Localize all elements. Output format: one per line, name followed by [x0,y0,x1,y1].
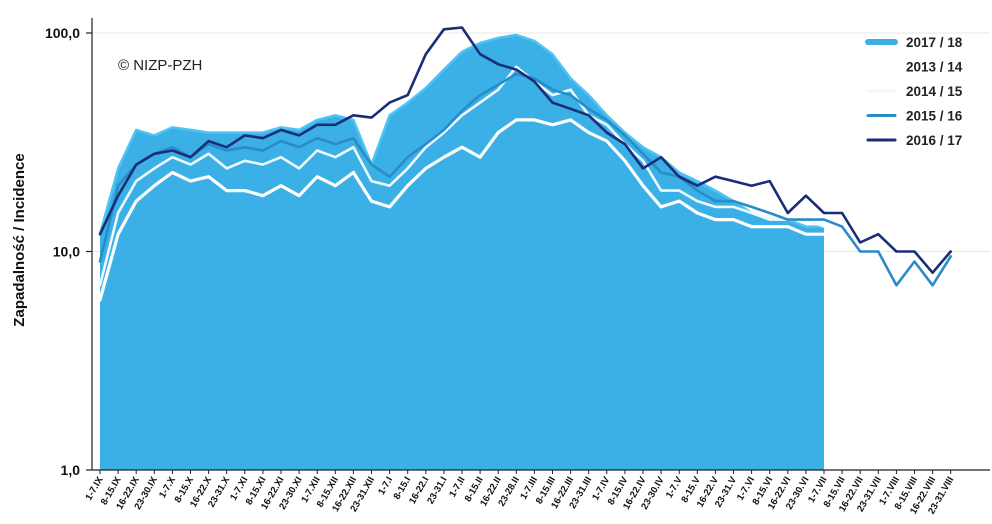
y-ticks: 1,0 10,0 100,0 [45,25,92,478]
legend-label: 2017 / 18 [906,35,963,50]
legend-label: 2013 / 14 [906,60,963,75]
series-line-2016-17 [98,26,952,274]
axes [91,18,990,471]
series-line-2013-14 [98,118,826,302]
series-line-2017-18 [98,33,824,235]
legend-label: 2015 / 16 [906,109,963,124]
legend-label: 2014 / 15 [906,84,963,99]
y-tick-label: 1,0 [61,462,81,478]
copyright-label: © NIZP-PZH [118,57,202,74]
plot-area [98,26,952,471]
x-ticks: 1-7.IX8-15.IX16-22.IX23-30.IX1-7.X8-15.X… [83,470,956,516]
y-tick-label: 10,0 [53,244,80,260]
series-area-2017-18 [100,34,824,471]
y-axis-label: Zapadalność / Incidence [11,153,28,326]
y-tick-label: 100,0 [45,25,80,41]
legend-label: 2016 / 17 [906,133,962,148]
legend: 2017 / 18 2013 / 14 2014 / 15 2015 / 16 2016… [865,35,963,148]
series-line-2014-15 [98,65,826,287]
